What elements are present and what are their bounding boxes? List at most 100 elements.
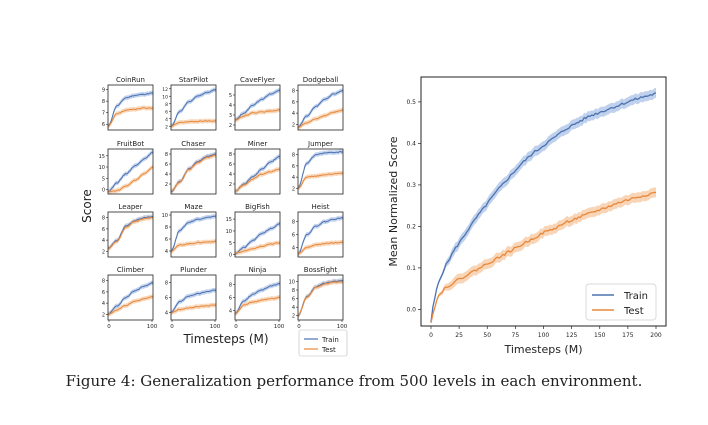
train-band bbox=[171, 213, 216, 254]
y-tick-label: 9 bbox=[102, 88, 105, 94]
train-line bbox=[234, 223, 281, 255]
y-tick-label: 4 bbox=[229, 172, 232, 178]
train-line bbox=[170, 88, 217, 127]
y-tick-label: 8 bbox=[102, 279, 105, 285]
train-line bbox=[107, 92, 154, 127]
y-tick-label: 4 bbox=[229, 103, 232, 109]
panel-title: CoinRun bbox=[116, 76, 145, 84]
panel-title: StarPilot bbox=[179, 76, 209, 84]
test-line bbox=[107, 295, 154, 316]
panel-title: Jumper bbox=[307, 140, 333, 148]
train-line bbox=[234, 282, 281, 315]
main-y-tick-label: 0.5 bbox=[406, 99, 416, 106]
train-line bbox=[234, 89, 281, 121]
test-line bbox=[234, 242, 281, 255]
test-band bbox=[171, 152, 216, 194]
panel-frame bbox=[234, 84, 281, 131]
y-tick-label: 8 bbox=[165, 102, 168, 108]
panel-title: Maze bbox=[184, 203, 202, 211]
test-line bbox=[297, 109, 344, 128]
test-line bbox=[107, 216, 154, 250]
test-line bbox=[297, 241, 344, 255]
x-tick-label: 0 bbox=[170, 324, 174, 330]
y-tick-label: 6 bbox=[165, 237, 168, 243]
test-line bbox=[170, 120, 217, 127]
y-tick-label: 10 bbox=[99, 165, 105, 171]
panel-coinrun: CoinRun 6 7 8 9 bbox=[102, 76, 154, 131]
panel-jumper: Jumper 2 4 6 8 bbox=[292, 140, 344, 195]
y-tick-label: 5 bbox=[229, 241, 232, 247]
train-line bbox=[297, 217, 344, 255]
x-tick-label: 100 bbox=[274, 324, 285, 330]
test-line bbox=[170, 154, 217, 192]
y-tick-label: 8 bbox=[292, 288, 295, 294]
y-tick-label: 6 bbox=[102, 227, 105, 233]
y-tick-label: 4 bbox=[102, 238, 105, 244]
panel-title: Chaser bbox=[181, 140, 206, 148]
main-x-tick-label: 25 bbox=[455, 332, 463, 339]
panel-bigfish: BigFish 0 5 10 15 bbox=[226, 203, 281, 259]
y-tick-label: 7 bbox=[102, 111, 105, 117]
y-tick-label: 4 bbox=[102, 301, 105, 307]
y-tick-label: 6 bbox=[102, 122, 105, 128]
y-tick-label: 10 bbox=[289, 279, 295, 285]
y-tick-label: 8 bbox=[165, 281, 168, 287]
train-line bbox=[108, 215, 154, 249]
test-band bbox=[235, 166, 280, 194]
main-x-tick-label: 125 bbox=[566, 332, 578, 339]
y-tick-label: 6 bbox=[229, 162, 232, 168]
main-x-tick-label: 0 bbox=[429, 332, 433, 339]
y-tick-label: 2 bbox=[165, 182, 168, 188]
y-tick-label: 8 bbox=[229, 152, 232, 158]
y-tick-label: 10 bbox=[226, 229, 232, 235]
train-line bbox=[170, 153, 217, 192]
panel-frame bbox=[170, 274, 217, 321]
panel-frame bbox=[170, 84, 217, 131]
grid-x-axis-label: Timesteps (M) bbox=[182, 332, 268, 346]
x-tick-label: 100 bbox=[147, 324, 158, 330]
x-tick-label: 0 bbox=[107, 324, 111, 330]
y-tick-label: 4 bbox=[292, 111, 295, 117]
test-line bbox=[170, 240, 217, 252]
train-line bbox=[234, 155, 281, 192]
panel-fruitbot: FruitBot 0 5 10 15 bbox=[99, 140, 154, 195]
panel-leaper: Leaper 2 4 6 8 bbox=[102, 203, 154, 258]
y-tick-label: 8 bbox=[292, 89, 295, 95]
train-line bbox=[297, 89, 344, 128]
y-tick-label: 6 bbox=[165, 109, 168, 115]
y-tick-label: 6 bbox=[229, 296, 232, 302]
main-x-tick-label: 175 bbox=[622, 332, 634, 339]
panel-frame bbox=[107, 274, 154, 321]
y-tick-label: 2 bbox=[102, 312, 105, 318]
x-tick-label: 0 bbox=[234, 324, 238, 330]
y-tick-label: 4 bbox=[229, 308, 232, 314]
panel-frame bbox=[234, 148, 281, 195]
train-line bbox=[170, 215, 217, 252]
grid-y-axis-label: Score bbox=[80, 189, 94, 223]
y-tick-label: 0 bbox=[229, 253, 232, 259]
test-band bbox=[298, 279, 343, 319]
grid-legend-train-label: Train bbox=[321, 336, 339, 344]
main-legend-box bbox=[585, 283, 657, 321]
test-line bbox=[107, 107, 154, 127]
panel-climber: Climber 2 4 6 8 0 100 bbox=[102, 266, 158, 330]
y-tick-label: 2 bbox=[292, 314, 295, 320]
panel-heist: Heist 4 6 8 bbox=[292, 203, 344, 258]
main-test-band bbox=[431, 187, 656, 323]
main-test-line bbox=[430, 191, 657, 324]
panel-frame bbox=[107, 84, 154, 131]
panel-title: Climber bbox=[117, 266, 144, 274]
test-line bbox=[235, 168, 281, 192]
panel-frame bbox=[170, 148, 217, 195]
main-legend-test-label: Test bbox=[623, 306, 644, 317]
y-tick-label: 6 bbox=[102, 290, 105, 296]
panel-frame bbox=[170, 211, 217, 258]
main-x-axis-label: Timesteps (M) bbox=[503, 343, 582, 356]
test-band bbox=[298, 239, 343, 257]
panel-title: BigFish bbox=[245, 203, 270, 211]
panel-frame bbox=[297, 84, 344, 131]
panel-ninja: Ninja 4 6 8 0 100 bbox=[229, 266, 285, 330]
main-y-tick-label: 0.2 bbox=[406, 223, 416, 230]
panel-title: Leaper bbox=[118, 203, 142, 211]
